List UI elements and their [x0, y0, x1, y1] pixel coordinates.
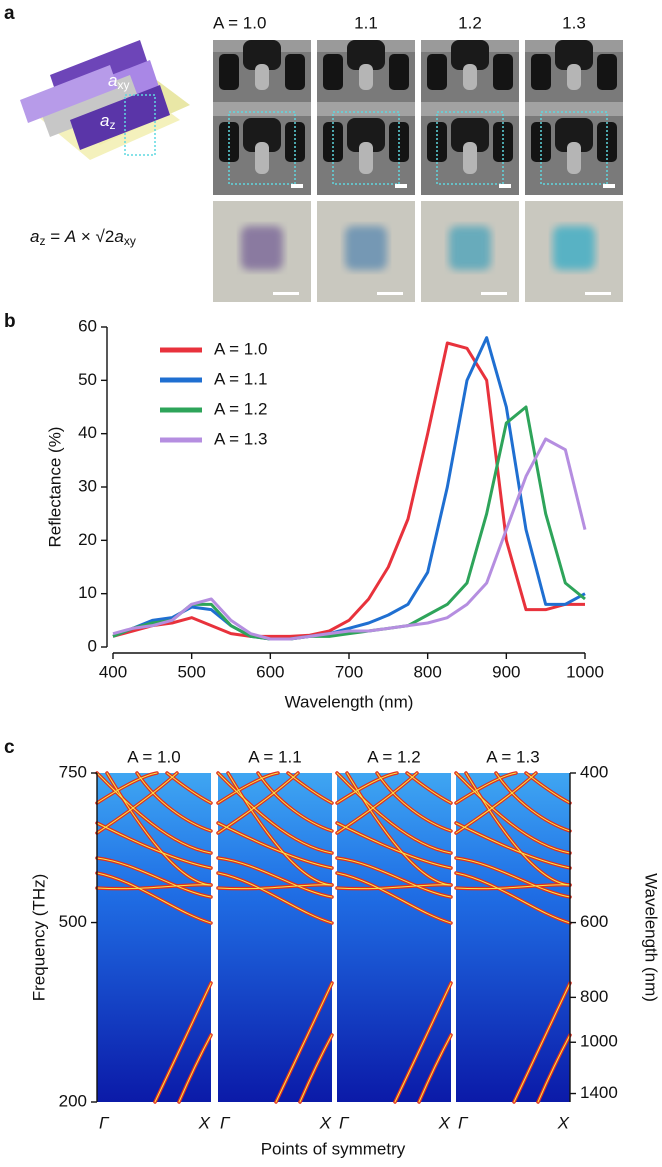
sem-image	[316, 39, 416, 196]
y-tick-label: 500	[59, 912, 87, 931]
x-axis-label: Wavelength (nm)	[285, 692, 414, 711]
legend-label: A = 1.1	[214, 369, 267, 388]
scale-bar	[585, 292, 611, 295]
y-tick-label: 40	[78, 423, 97, 442]
panel-label: c	[4, 737, 15, 758]
x-tick-label: X	[198, 1113, 211, 1132]
x-tick-label: 800	[413, 662, 441, 681]
y2-tick-label: 1000	[580, 1032, 618, 1051]
x-tick-label: Γ	[220, 1113, 231, 1132]
y-tick-label: 30	[78, 476, 97, 495]
column-title: 1.3	[562, 13, 586, 32]
panel-label: a	[4, 3, 15, 24]
formula: az = A × √2axy	[30, 227, 136, 248]
scale-bar	[481, 292, 507, 295]
y2-tick-label: 800	[580, 987, 608, 1006]
x-tick-label: X	[438, 1113, 451, 1132]
y-tick-label: 200	[59, 1091, 87, 1110]
band-map	[456, 773, 570, 1102]
sem-image	[212, 39, 312, 196]
band-map	[97, 773, 211, 1102]
y2-tick-label: 600	[580, 912, 608, 931]
color-square	[241, 226, 283, 270]
x-axis-label: Points of symmetry	[261, 1139, 406, 1158]
symbol: a	[114, 227, 123, 246]
x-tick-label: X	[319, 1113, 332, 1132]
series-line	[112, 341, 585, 638]
legend-label: A = 1.3	[214, 429, 267, 448]
y-tick-label: 10	[78, 583, 97, 602]
y-tick-label: 750	[59, 762, 87, 781]
x-tick-label: Γ	[99, 1113, 110, 1132]
subscript: xy	[117, 78, 129, 92]
x-tick-label: X	[557, 1113, 570, 1132]
sem-image	[420, 39, 520, 196]
operator: =	[45, 227, 64, 246]
schematic	[20, 40, 190, 160]
y-axis-label: Reflectance (%)	[45, 427, 64, 548]
panel-title: A = 1.2	[367, 747, 420, 766]
series-line	[112, 437, 587, 641]
x-tick-label: 900	[492, 662, 520, 681]
symbol: a	[30, 227, 39, 246]
color-square	[345, 226, 387, 270]
x-tick-label: 1000	[566, 662, 604, 681]
subscript: z	[109, 118, 115, 132]
column-title: 1.2	[458, 13, 482, 32]
y-tick-label: 50	[78, 370, 97, 389]
subscript: z	[39, 234, 45, 248]
legend-label: A = 1.2	[214, 399, 267, 418]
panel-label: b	[4, 311, 16, 332]
scale-bar	[377, 292, 403, 295]
panel-title: A = 1.1	[248, 747, 301, 766]
band-map	[218, 773, 332, 1102]
x-tick-label: Γ	[458, 1113, 469, 1132]
legend-label: A = 1.0	[214, 339, 267, 358]
panel-title: A = 1.0	[127, 747, 180, 766]
y2-tick-label: 400	[580, 762, 608, 781]
column-title: 1.1	[354, 13, 378, 32]
y-axis-label: Frequency (THz)	[29, 874, 48, 1002]
sem-image	[524, 39, 624, 196]
x-tick-label: 500	[177, 662, 205, 681]
y-tick-label: 0	[88, 636, 97, 655]
schematic-label: axy	[108, 71, 129, 92]
x-tick-label: 600	[256, 662, 284, 681]
y2-axis-label: Wavelength (nm)	[642, 873, 661, 1002]
x-tick-label: 400	[99, 662, 127, 681]
x-tick-label: Γ	[339, 1113, 350, 1132]
series-line	[112, 336, 586, 641]
color-square	[449, 226, 491, 270]
micrographs	[212, 39, 624, 302]
symbol: a	[108, 71, 117, 90]
y-tick-label: 20	[78, 530, 97, 549]
symbol: A	[64, 227, 76, 246]
operator: × √2	[76, 227, 114, 246]
panel-title: A = 1.3	[486, 747, 539, 766]
symbol: a	[100, 111, 109, 130]
x-tick-label: 700	[335, 662, 363, 681]
y2-tick-label: 1400	[580, 1083, 618, 1102]
schematic-label: az	[100, 111, 115, 132]
scale-bar	[273, 292, 299, 295]
color-square	[553, 226, 595, 270]
band-map	[337, 773, 451, 1102]
y-tick-label: 60	[78, 316, 97, 335]
subscript: xy	[124, 234, 136, 248]
column-title: A = 1.0	[213, 13, 266, 32]
